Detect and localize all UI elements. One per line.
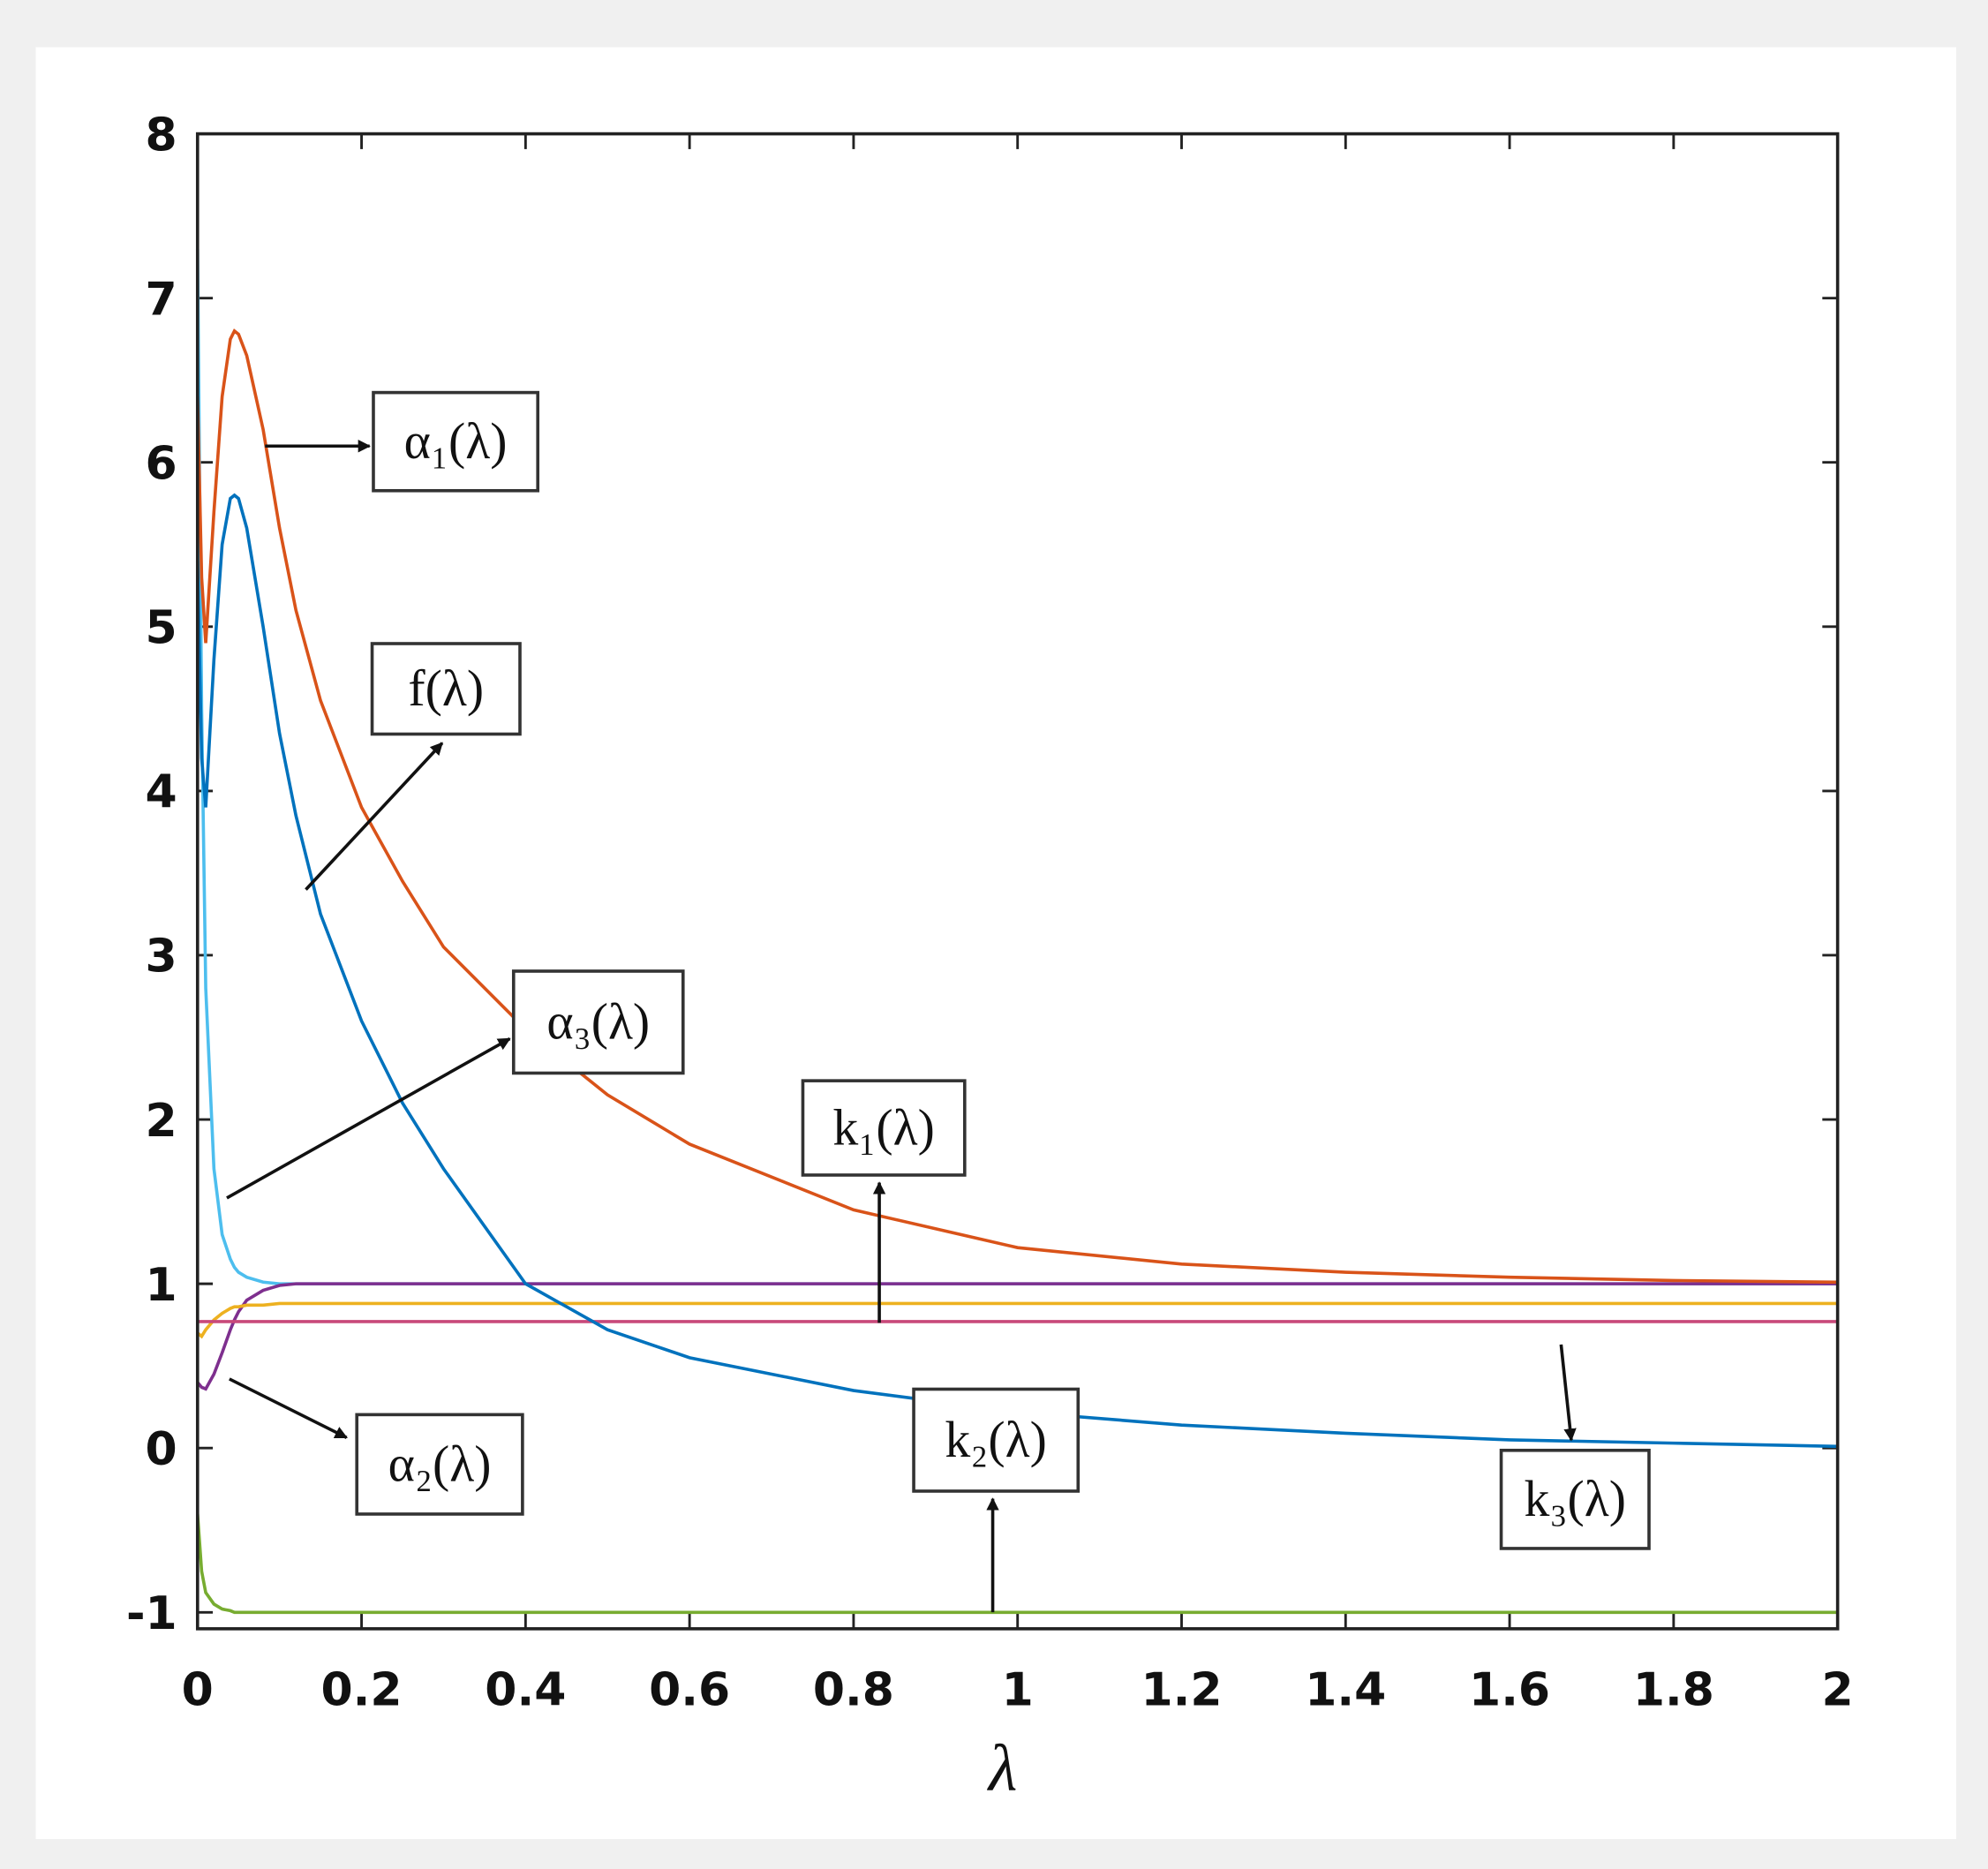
series-line [195,1513,1838,1615]
figure-area [35,47,1956,1840]
annotation-box [1499,1448,1651,1550]
plot-frame [195,132,1840,1631]
x-tick-label: 0 [182,1664,214,1717]
x-tick-label: 0.6 [649,1664,730,1717]
annotation-box [801,1079,967,1177]
x-tick-label: 1.8 [1633,1664,1714,1717]
y-tick-label: 3 [146,931,177,983]
x-tick-label: 1 [1002,1664,1034,1717]
y-tick-label: 2 [146,1095,177,1148]
x-tick-label: 0.2 [321,1664,403,1717]
x-axis-label: λ [987,1732,1018,1805]
annotation-box [511,969,685,1075]
x-tick-label: 1.4 [1305,1664,1386,1717]
x-tick-label: 1.6 [1469,1664,1550,1717]
y-tick-label: 6 [146,437,177,490]
annotation-box [912,1387,1081,1493]
series-label: α₃(λ) [546,995,650,1051]
y-tick-label: 1 [146,1259,177,1312]
series-label: k₃(λ) [1525,1472,1626,1527]
series-label: f(λ) [408,661,484,717]
annotation-box [370,642,522,736]
series-label: k₁(λ) [832,1100,934,1156]
y-tick-label: 7 [146,273,177,326]
y-tick-label: 0 [146,1423,177,1476]
series-line [195,493,1838,1449]
series-label: k₂(λ) [945,1413,1046,1468]
annotation-arrow [1559,1344,1577,1442]
annotation-box [355,1413,524,1516]
y-tick-label: 8 [146,109,177,162]
x-tick-label: 0.4 [485,1664,566,1717]
y-tick-label: 4 [146,766,177,819]
series-line [195,328,1838,1285]
x-tick-label: 0.8 [813,1664,894,1717]
y-tick-label: -1 [126,1587,177,1640]
x-tick-label: 2 [1822,1664,1854,1717]
annotation-arrow [226,1036,511,1200]
annotation-arrow [305,742,444,891]
x-tick-label: 1.2 [1141,1664,1222,1717]
y-tick-label: 5 [146,602,177,655]
series-line [196,1301,1838,1339]
annotation-arrow [229,1377,348,1439]
series-label: α₁(λ) [404,414,508,470]
annotation-box [372,390,540,493]
series-label: α₂(λ) [388,1436,492,1492]
series-line [196,1282,1838,1391]
